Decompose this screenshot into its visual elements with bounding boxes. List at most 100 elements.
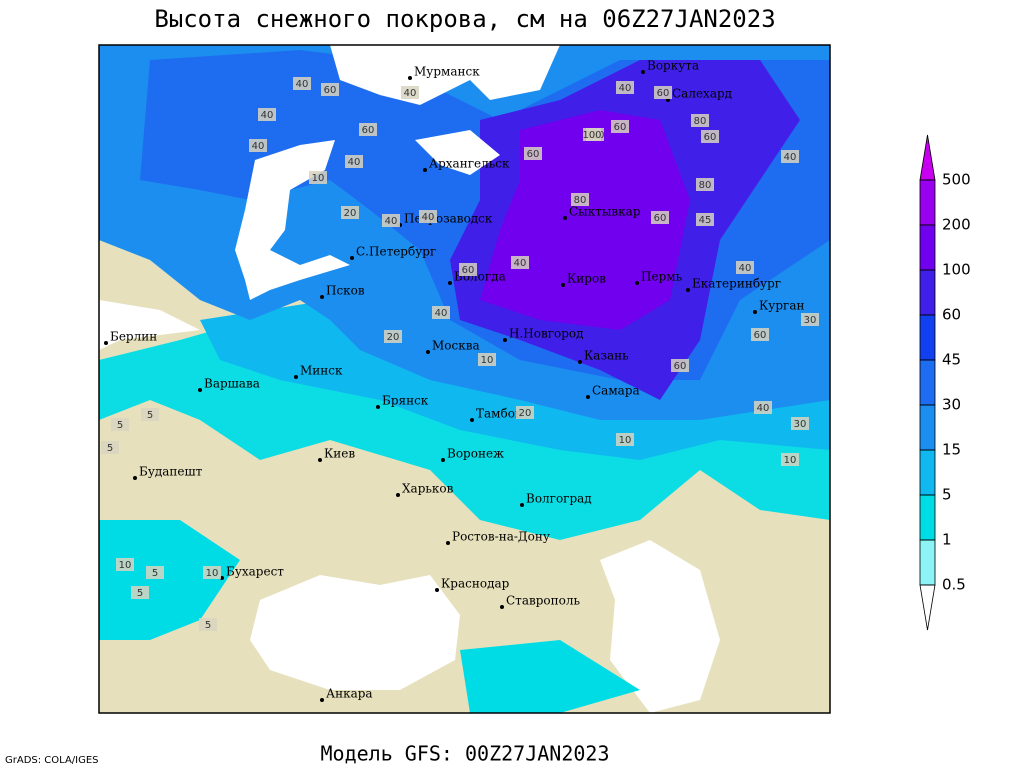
- contour-label: 10: [481, 355, 494, 366]
- contour-label: 5: [152, 568, 158, 579]
- legend-swatch: [919, 494, 936, 541]
- city-dot: [318, 458, 322, 462]
- legend-swatch: [919, 179, 936, 226]
- city-label: Москва: [432, 339, 480, 353]
- contour-label: 60: [674, 361, 687, 372]
- contour-label-bg: [146, 566, 164, 579]
- contour-label-bg: [583, 128, 601, 141]
- legend-label: 15: [942, 441, 961, 459]
- legend-label: 45: [942, 351, 961, 369]
- map: [99, 45, 830, 713]
- city-dot: [396, 493, 400, 497]
- city-dot: [133, 476, 137, 480]
- contour-label: 40: [261, 110, 274, 121]
- city-dot: [376, 405, 380, 409]
- city-dot: [294, 375, 298, 379]
- city-label: Киев: [324, 447, 355, 461]
- contour-label: 60: [704, 132, 717, 143]
- contour-label: 60: [324, 85, 337, 96]
- contour-label: 60: [362, 125, 375, 136]
- contour-label: 40: [385, 216, 398, 227]
- legend-swatch: [919, 359, 936, 406]
- contour-label: 10: [784, 455, 797, 466]
- contour-label-bg: [203, 566, 221, 579]
- city-label: Брянск: [382, 394, 429, 408]
- contour-label: 60: [462, 265, 475, 276]
- city-label: Мурманск: [414, 65, 480, 79]
- contour-label: 40: [435, 308, 448, 319]
- contour-label-bg: [654, 86, 672, 99]
- city-label: Курган: [759, 299, 804, 313]
- contour-label-bg: [616, 433, 634, 446]
- contour-label-bg: [359, 123, 377, 136]
- contour-label: 10: [619, 435, 632, 446]
- city-dot: [320, 698, 324, 702]
- contour-label-bg: [258, 108, 276, 121]
- legend-swatch: [919, 314, 936, 361]
- credit: GrADS: COLA/IGES: [5, 755, 99, 766]
- city-dot: [635, 281, 639, 285]
- legend-label: 30: [942, 396, 961, 414]
- city-dot: [470, 418, 474, 422]
- city-label: Тамбов: [476, 407, 522, 421]
- city-dot: [104, 341, 108, 345]
- contour-label-bg: [696, 178, 714, 191]
- contour-label: 80: [694, 116, 707, 127]
- city-dot: [350, 256, 354, 260]
- contour-label-bg: [432, 306, 450, 319]
- contour-label-bg: [141, 408, 159, 421]
- contour-label: 60: [657, 88, 670, 99]
- contour-label: 5: [117, 420, 123, 431]
- contour-label-bg: [516, 406, 534, 419]
- contour-label-bg: [696, 213, 714, 226]
- contour-label-bg: [345, 155, 363, 168]
- contour-label-bg: [736, 261, 754, 274]
- city-dot: [563, 216, 567, 220]
- legend-swatch: [919, 539, 936, 586]
- contour-label-bg: [199, 618, 217, 631]
- city-label: Берлин: [110, 330, 157, 344]
- contour-label-bg: [384, 330, 402, 343]
- contour-label: 60: [654, 213, 667, 224]
- city-dot: [578, 360, 582, 364]
- contour-label: 10: [206, 568, 219, 579]
- contour-label: 5: [205, 620, 211, 631]
- city-dot: [441, 458, 445, 462]
- legend-label: 200: [942, 216, 971, 234]
- legend-swatch: [919, 404, 936, 451]
- contour-label: 40: [784, 152, 797, 163]
- legend-swatch: [919, 134, 936, 181]
- city-label: С.Петербург: [356, 245, 436, 259]
- contour-label: 40: [404, 88, 417, 99]
- contour-label-bg: [791, 417, 809, 430]
- contour-label: 30: [794, 419, 807, 430]
- contour-label-bg: [401, 86, 419, 99]
- contour-label-bg: [651, 211, 669, 224]
- city-label: Архангельск: [429, 157, 510, 171]
- city-dot: [448, 281, 452, 285]
- contour-label-bg: [341, 206, 359, 219]
- city-label: Салехард: [672, 87, 732, 101]
- contour-label-bg: [781, 150, 799, 163]
- contour-label: 20: [519, 408, 532, 419]
- contour-label-bg: [801, 313, 819, 326]
- city-label: Минск: [300, 364, 343, 378]
- city-label: Будапешт: [139, 465, 203, 479]
- title: Высота снежного покрова, см на 06Z27JAN2…: [154, 5, 775, 33]
- city-dot: [686, 288, 690, 292]
- contour-label-bg: [419, 210, 437, 223]
- city-dot: [561, 283, 565, 287]
- city-label: Волгоград: [526, 492, 592, 506]
- contour-label-bg: [249, 139, 267, 152]
- city-label: Самара: [592, 384, 640, 398]
- contour-label-bg: [611, 120, 629, 133]
- contour-label: 40: [757, 403, 770, 414]
- city-label: Н.Новгород: [509, 327, 584, 341]
- city-dot: [753, 310, 757, 314]
- city-dot: [435, 588, 439, 592]
- contour-label-bg: [781, 453, 799, 466]
- contour-label-bg: [511, 256, 529, 269]
- contour-label: 60: [754, 330, 767, 341]
- city-dot: [426, 350, 430, 354]
